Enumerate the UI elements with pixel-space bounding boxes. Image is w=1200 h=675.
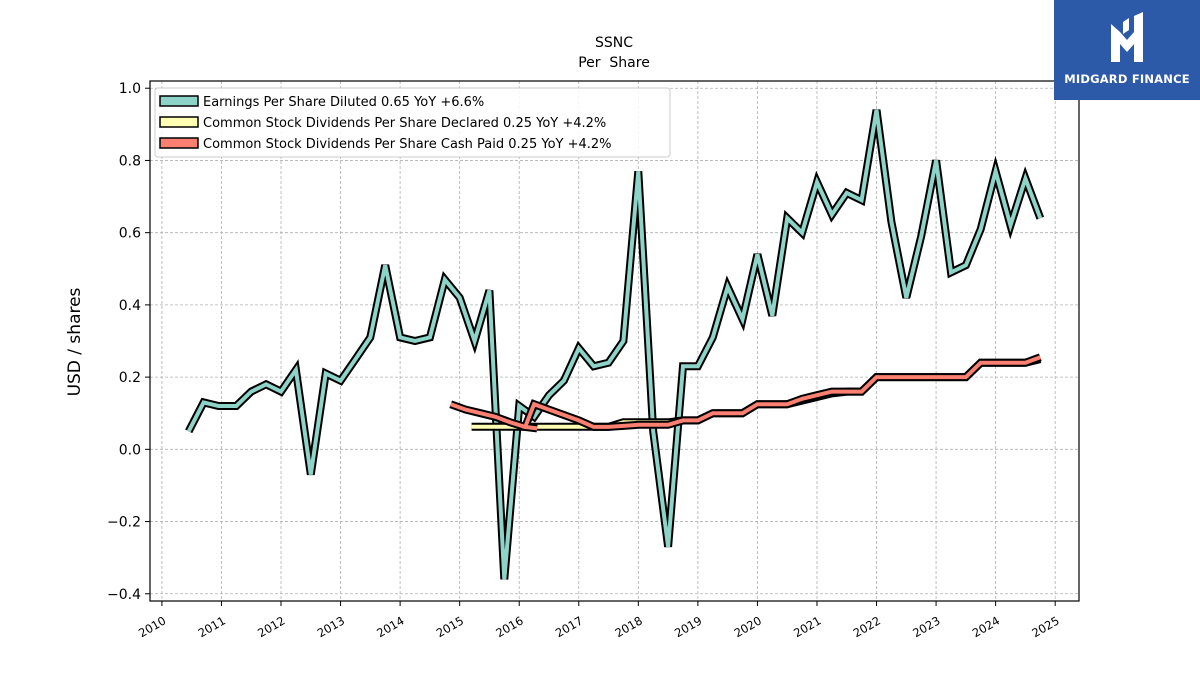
legend-label: Earnings Per Share Diluted 0.65 YoY +6.6… (203, 95, 484, 110)
grid (150, 81, 1079, 601)
y-tick-label: −0.4 (107, 587, 141, 603)
legend: Earnings Per Share Diluted 0.65 YoY +6.6… (154, 87, 671, 158)
legend-box (154, 87, 671, 158)
x-tick-label: 2015 (434, 613, 466, 640)
series-outline (449, 353, 1042, 433)
y-tick-label: 0.6 (119, 226, 141, 242)
chart-title: SSNC (595, 35, 633, 51)
legend-swatch (159, 137, 199, 149)
y-tick-label: 0.4 (119, 298, 141, 314)
plot-frame (149, 80, 1080, 602)
brand-mark-icon (1111, 12, 1143, 62)
x-tick-label: 2017 (553, 613, 585, 640)
y-tick-label: 1.0 (119, 81, 141, 97)
y-axis-label: USD / shares (65, 287, 85, 396)
legend-label: Common Stock Dividends Per Share Cash Pa… (203, 137, 612, 152)
x-tick-label: 2016 (493, 613, 525, 640)
series-line (450, 355, 1041, 431)
series-layer (185, 109, 1045, 580)
x-tick-label: 2010 (136, 613, 168, 640)
x-tick-label: 2022 (851, 613, 883, 640)
y-tick-label: 0.8 (119, 153, 141, 169)
legend-swatch (159, 116, 199, 128)
legend-swatch (159, 95, 199, 107)
x-tick-label: 2021 (791, 613, 823, 640)
x-tick-label: 2019 (672, 613, 704, 640)
chart-subtitle: Per Share (578, 55, 650, 71)
legend-label: Common Stock Dividends Per Share Declare… (203, 116, 606, 131)
x-tick-label: 2025 (1029, 613, 1061, 640)
y-tick-label: 0.2 (119, 370, 141, 386)
series-line (186, 109, 1043, 580)
x-tick-label: 2024 (970, 613, 1002, 640)
y-tick-label: −0.2 (107, 515, 141, 531)
brand-name: MIDGARD FINANCE (1064, 72, 1190, 86)
brand-logo: MIDGARD FINANCE (1054, 0, 1200, 100)
x-tick-label: 2014 (374, 613, 406, 640)
x-tick-label: 2012 (255, 613, 287, 640)
x-tick-label: 2013 (315, 613, 347, 640)
x-tick-label: 2018 (612, 613, 644, 640)
x-tick-label: 2020 (732, 613, 764, 640)
x-tick-label: 2023 (910, 613, 942, 640)
x-tick-label: 2011 (196, 613, 228, 640)
series-outline (185, 109, 1045, 580)
y-tick-label: 0.0 (119, 442, 141, 458)
